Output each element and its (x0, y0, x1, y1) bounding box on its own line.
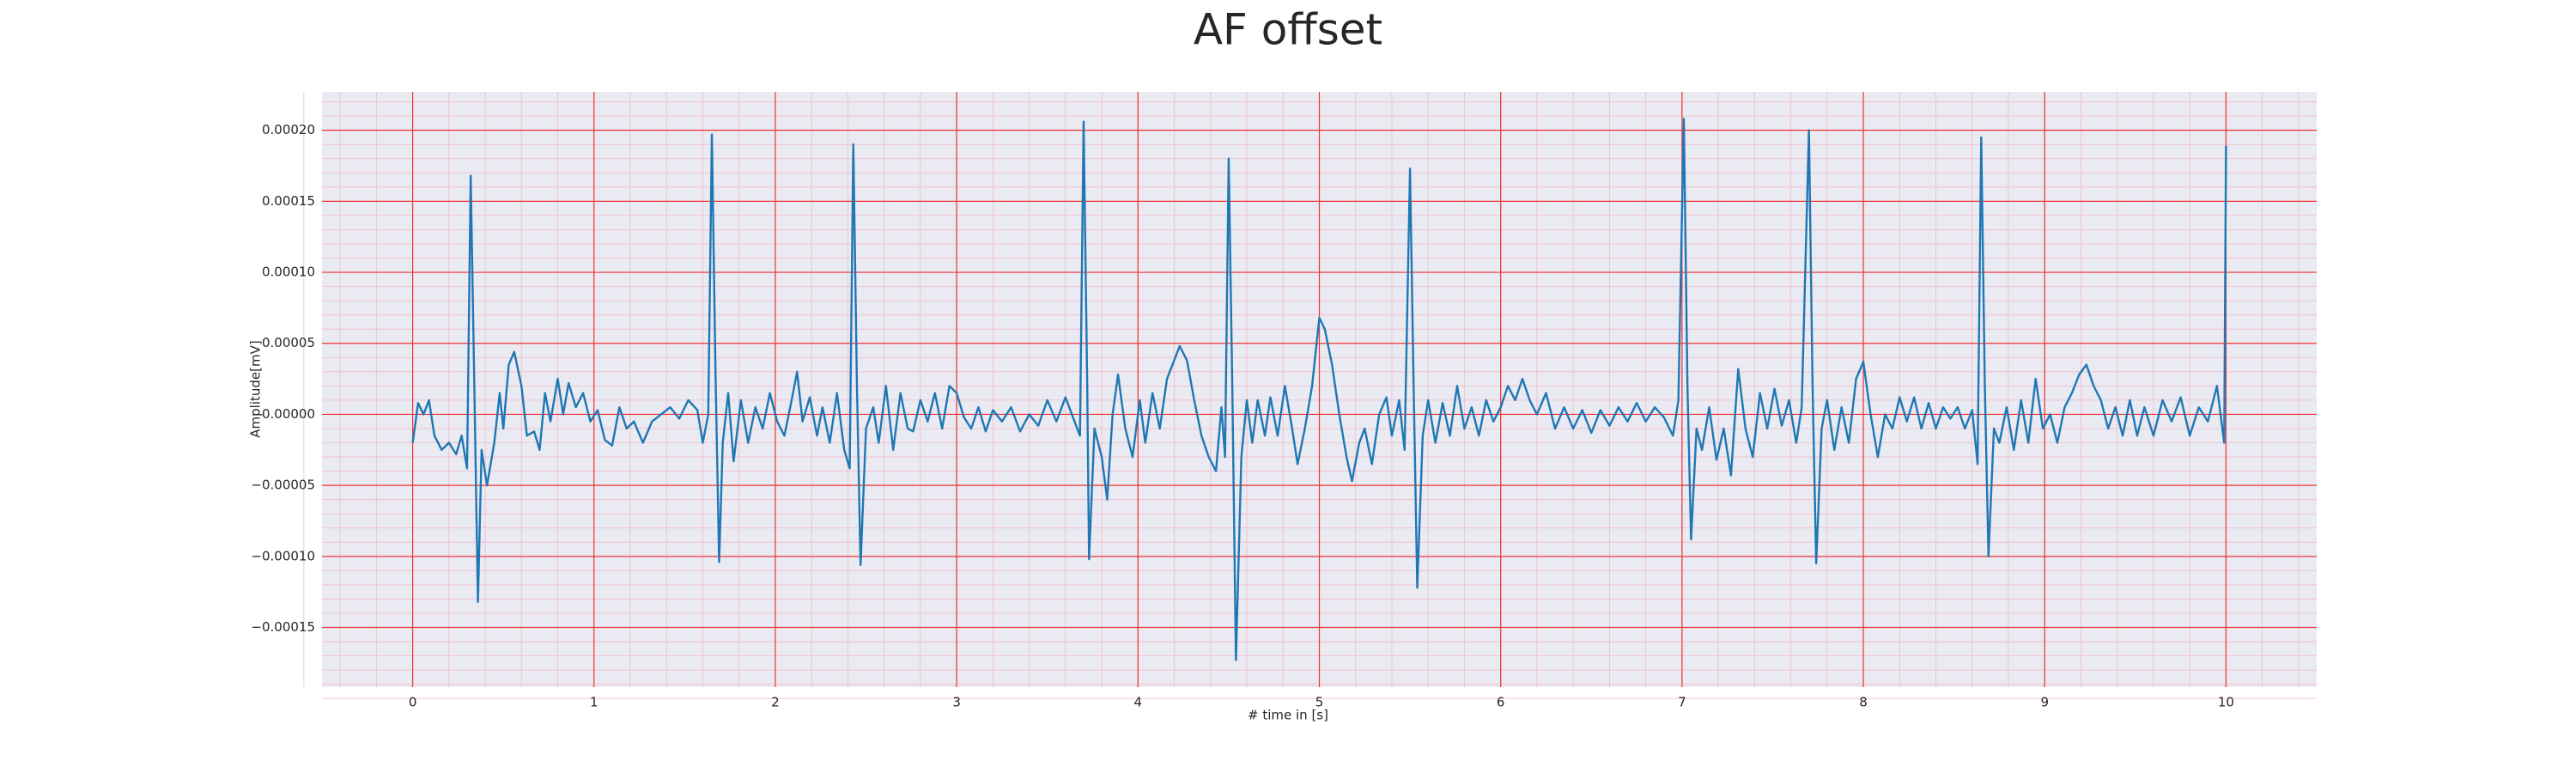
signal-line (411, 118, 2227, 661)
y-tick-label: 0.00015 (262, 193, 315, 209)
x-tick-label: 6 (1497, 695, 1505, 710)
x-tick-label: 2 (771, 695, 780, 710)
x-tick-label: 7 (1678, 695, 1686, 710)
y-tick-label: 0.00000 (262, 406, 315, 422)
y-axis-label: Amplitude[mV] (248, 340, 264, 437)
y-tick-label: −0.00010 (251, 548, 315, 563)
x-axis-label: # time in [s] (1248, 708, 1328, 723)
x-tick-label: 9 (2040, 695, 2049, 710)
x-tick-label: 0 (409, 695, 417, 710)
chart-title: AF offset (1194, 5, 1382, 55)
x-tick-label: 1 (590, 695, 598, 710)
x-tick-label: 5 (1315, 695, 1324, 710)
x-tick-label: 3 (952, 695, 961, 710)
y-tick-label: 0.00005 (262, 335, 315, 350)
x-tick-label: 10 (2218, 695, 2234, 710)
y-tick-label: −0.00005 (251, 478, 315, 493)
y-tick-label: 0.00010 (262, 265, 315, 280)
y-tick-label: −0.00015 (251, 619, 315, 635)
y-tick-label: 0.00020 (262, 122, 315, 137)
x-tick-label: 8 (1859, 695, 1868, 710)
x-tick-label: 4 (1134, 695, 1143, 710)
